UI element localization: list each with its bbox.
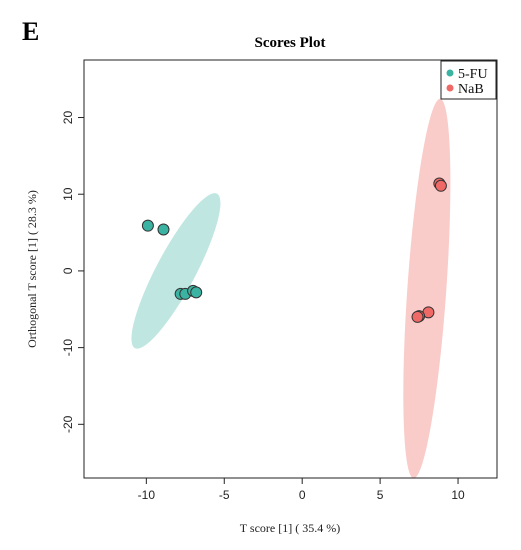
data-point-1-4: [411, 310, 424, 323]
x-tick-label-2: 0: [299, 488, 306, 502]
y-tick-label-4: 20: [61, 111, 75, 125]
legend-label-0: 5-FU: [458, 67, 488, 82]
y-tick-label-0: -20: [61, 415, 75, 433]
data-point-1-1: [434, 179, 447, 192]
legend-marker-1: [446, 84, 454, 92]
data-point-0-0: [141, 219, 154, 232]
legend-box: [440, 60, 497, 100]
y-tick-label-3: 10: [61, 187, 75, 201]
x-tick-label-0: -10: [138, 488, 156, 502]
x-tick-label-3: 5: [377, 488, 384, 502]
y-axis-label: Orthogonal T score [1] ( 28.3 %): [25, 190, 39, 348]
confidence-ellipse-0: [131, 193, 221, 349]
x-tick-label-1: -5: [219, 488, 230, 502]
data-point-0-5: [190, 286, 203, 299]
confidence-ellipse-1: [403, 98, 451, 479]
y-tick-label-2: 0: [61, 267, 75, 274]
x-axis-label: T score [1] ( 35.4 %): [240, 521, 340, 535]
y-tick-label-1: -10: [61, 339, 75, 357]
panel-letter: E: [22, 17, 39, 46]
chart-title: Scores Plot: [255, 35, 326, 51]
data-point-0-1: [157, 223, 170, 236]
legend-marker-0: [446, 69, 454, 77]
x-tick-label-4: 10: [451, 488, 465, 502]
legend-label-1: NaB: [458, 82, 484, 97]
